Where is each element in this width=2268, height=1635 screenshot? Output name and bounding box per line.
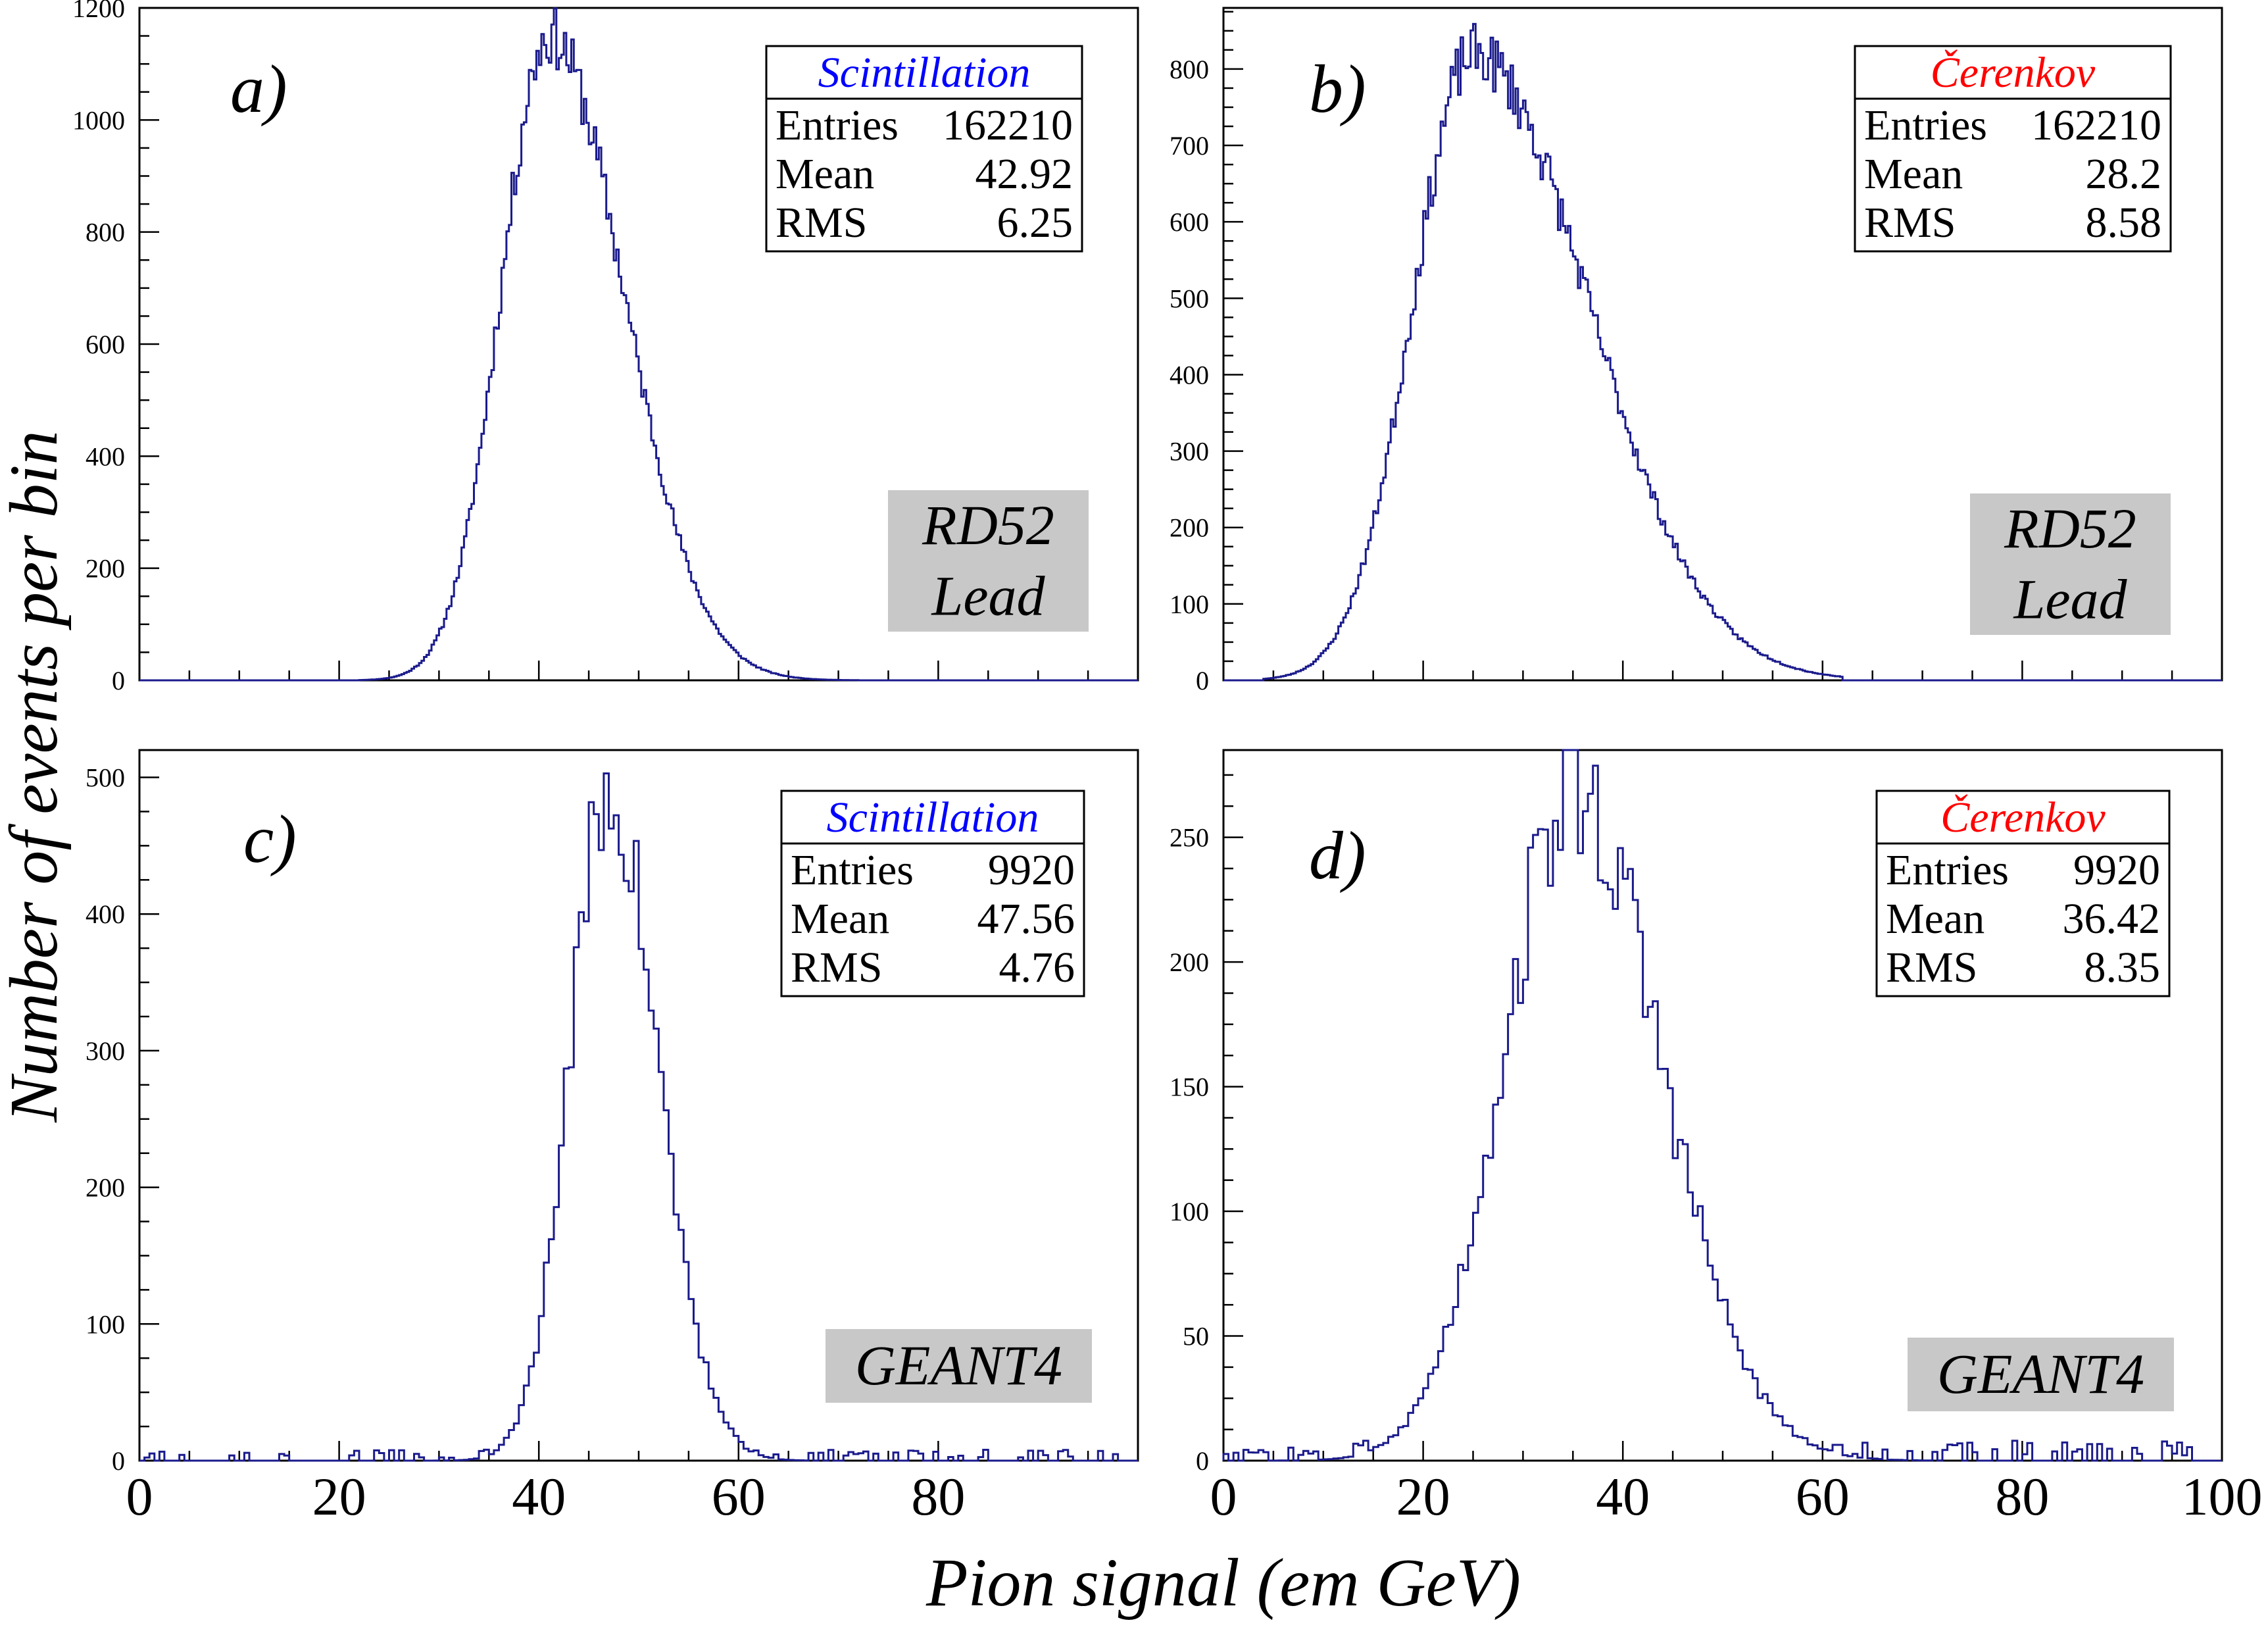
x-tick-label: 0	[1210, 1467, 1237, 1526]
stats-value: 6.25	[997, 199, 1073, 247]
stats-value: 162210	[943, 101, 1073, 149]
stats-value: 9920	[988, 846, 1075, 894]
stats-key: Entries	[776, 101, 899, 149]
stats-box	[1875, 790, 2171, 997]
y-tick-label: 1200	[72, 0, 125, 23]
y-tick-label: 600	[1170, 207, 1209, 237]
stats-key: RMS	[791, 943, 882, 992]
y-tick-label: 100	[1170, 590, 1209, 619]
x-tick-label: 80	[1995, 1467, 2049, 1526]
stats-value: 8.58	[2086, 199, 2162, 247]
y-tick-label: 0	[112, 1446, 125, 1476]
tag-label: RD52	[2004, 497, 2136, 560]
stats-value: 9920	[2073, 846, 2160, 894]
stats-value: 28.2	[2086, 150, 2162, 198]
y-tick-label: 500	[86, 763, 125, 793]
panel-a: 0 200 400 600 800 1000 1200 a) ScintillationEntr…	[72, 0, 1139, 695]
tag-label: Lead	[2013, 567, 2128, 630]
y-axis-title: Number of events per bin	[0, 430, 72, 1122]
stats-value: 4.76	[999, 943, 1075, 992]
stats-key: Mean	[776, 150, 874, 198]
y-tick-label: 150	[1170, 1072, 1209, 1102]
panel-d: 0 50 100 150 200 250 0 20 40 60 80 100 d) ČerenkovEnt…	[1170, 749, 2263, 1526]
stats-value: 47.56	[977, 895, 1075, 943]
y-tick-label: 200	[1170, 947, 1209, 977]
y-tick-label: 800	[1170, 55, 1209, 84]
tag-box	[826, 1329, 1092, 1403]
tag-box	[888, 490, 1089, 632]
stats-value: 36.42	[2063, 895, 2161, 943]
tag-label: GEANT4	[1937, 1342, 2144, 1405]
stats-key: Mean	[1864, 150, 1963, 198]
x-tick-label: 0	[126, 1467, 153, 1526]
y-tick-label: 700	[1170, 131, 1209, 161]
tag-label: Lead	[931, 564, 1046, 627]
stats-box	[765, 45, 1083, 253]
panel-label: c)	[243, 801, 297, 877]
histogram-line	[1222, 749, 2222, 1462]
y-tick-label: 200	[86, 554, 125, 584]
y-tick-label: 400	[86, 899, 125, 929]
x-tick-label: 40	[512, 1467, 566, 1526]
x-tick-label: 60	[1796, 1467, 1850, 1526]
y-tick-label: 300	[86, 1036, 125, 1066]
x-tick-label: 80	[911, 1467, 965, 1526]
y-tick-label: 400	[86, 441, 125, 471]
panel-label: d)	[1309, 818, 1366, 893]
x-axis-title: Pion signal (em GeV)	[925, 1545, 1521, 1621]
stats-value: 162210	[2031, 101, 2161, 149]
stats-title: Čerenkov	[1931, 49, 2096, 97]
y-tick-label: 300	[1170, 437, 1209, 466]
y-tick-label: 200	[86, 1173, 125, 1203]
stats-value: 8.35	[2084, 943, 2161, 992]
panel-b: 0 100 200 300 400 500 600 700 800 b) ČerenkovEntri…	[1170, 7, 2223, 695]
stats-key: RMS	[776, 199, 867, 247]
x-tick-label: 20	[1396, 1467, 1450, 1526]
y-tick-label: 100	[1170, 1197, 1209, 1226]
x-tick-label: 60	[712, 1467, 766, 1526]
stats-key: Entries	[1864, 101, 1987, 149]
stats-title: Scintillation	[827, 793, 1039, 842]
y-tick-label: 400	[1170, 360, 1209, 390]
stats-key: Entries	[791, 846, 914, 894]
y-tick-label: 100	[86, 1309, 125, 1339]
tag-label: GEANT4	[855, 1334, 1062, 1397]
x-tick-label: 40	[1596, 1467, 1650, 1526]
x-tick-label: 100	[2182, 1467, 2263, 1526]
stats-key: Entries	[1886, 846, 2009, 894]
x-tick-label: 20	[312, 1467, 366, 1526]
panel-c: 0 100 200 300 400 500 0 20 40 60 80 c) Scintillation…	[86, 749, 1139, 1526]
stats-box	[780, 790, 1085, 997]
tag-box	[1908, 1338, 2174, 1411]
stats-key: RMS	[1886, 943, 1977, 992]
y-tick-label: 0	[1196, 1446, 1209, 1476]
stats-key: Mean	[1886, 895, 1985, 943]
stats-key: RMS	[1864, 199, 1956, 247]
y-tick-label: 500	[1170, 284, 1209, 313]
y-tick-label: 50	[1183, 1322, 1209, 1351]
stats-title: Scintillation	[818, 49, 1031, 97]
tag-box	[1970, 493, 2171, 635]
histogram-line	[139, 772, 1138, 1462]
panel-label: b)	[1309, 51, 1366, 127]
stats-value: 42.92	[975, 150, 1073, 198]
histogram-line	[1223, 22, 2222, 682]
y-tick-label: 1000	[72, 105, 125, 135]
y-tick-label: 200	[1170, 513, 1209, 543]
stats-box	[1854, 45, 2172, 253]
stats-key: Mean	[791, 895, 889, 943]
histogram-line	[139, 7, 1138, 682]
stats-title: Čerenkov	[1940, 793, 2106, 842]
tag-label: RD52	[922, 493, 1054, 557]
y-tick-label: 250	[1170, 823, 1209, 853]
y-tick-label: 0	[112, 666, 125, 695]
panel-label: a)	[230, 51, 287, 127]
y-tick-label: 600	[86, 330, 125, 359]
y-tick-label: 0	[1196, 666, 1209, 695]
y-tick-label: 800	[86, 218, 125, 247]
